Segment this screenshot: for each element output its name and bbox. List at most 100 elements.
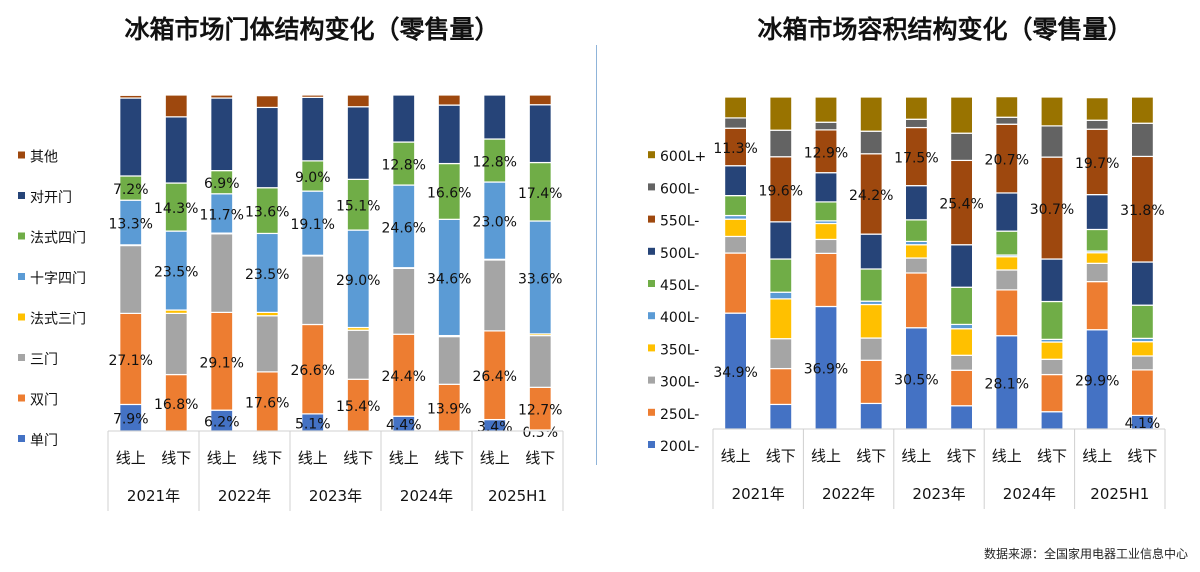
group-label: 2025H1 [1090, 485, 1149, 503]
volume-bar-segment [1040, 300, 1064, 340]
data-label: 4.4% [386, 418, 422, 434]
volume-bar-segment [723, 96, 748, 119]
door-bar-segment [164, 94, 188, 118]
legend-label: 250L- [660, 407, 699, 423]
volume-bar-segment [723, 235, 748, 254]
volume-bar-segment [1130, 122, 1155, 158]
volume-bar-segment [1085, 228, 1109, 252]
volume-bar-segment [949, 244, 974, 288]
legend-swatch [648, 215, 655, 223]
volume-bar-segment [1040, 258, 1064, 303]
volume-bar-segment [1085, 280, 1109, 331]
door-bar-segment [301, 96, 325, 162]
data-label: 13.3% [109, 217, 153, 233]
legend-swatch [18, 151, 25, 159]
volume-bar-segment [995, 192, 1019, 232]
data-label: 24.4% [382, 369, 426, 385]
data-label: 14.3% [154, 201, 198, 217]
volume-bar-segment [1040, 358, 1064, 376]
data-label: 19.6% [759, 183, 803, 199]
volume-bar-segment [814, 172, 838, 203]
volume-bar-segment [723, 117, 748, 129]
data-label: 15.1% [336, 199, 380, 215]
data-label: 34.9% [713, 365, 757, 381]
volume-bar-segment [995, 256, 1019, 271]
door-bar-segment [301, 94, 325, 98]
volume-bar-segment [723, 165, 748, 197]
data-label: 7.2% [113, 182, 149, 198]
data-label: 12.7% [518, 403, 562, 419]
data-label: 9.0% [295, 170, 331, 186]
door-bar-segment [119, 97, 143, 177]
data-label: 12.8% [473, 155, 517, 171]
data-label: 23.0% [473, 215, 517, 231]
volume-bar-segment [1130, 261, 1155, 306]
legend-label: 单门 [30, 433, 58, 449]
right-chart-title: 冰箱市场容积结构变化（零售量） [757, 15, 1133, 44]
legend-swatch [18, 435, 25, 442]
door-bar-segment [392, 267, 416, 335]
door-bar-segment [483, 94, 507, 140]
legend-swatch [648, 247, 655, 255]
data-label: 11.3% [713, 141, 757, 157]
group-label: 2022年 [822, 485, 875, 503]
volume-bar-segment [1040, 96, 1064, 127]
x-tick-label: 线下 [252, 449, 282, 467]
volume-bar-segment [814, 201, 838, 222]
door-bar-segment [528, 94, 552, 106]
x-tick-label: 线上 [389, 449, 419, 467]
volume-bar-segment [859, 337, 883, 361]
legend-swatch [648, 376, 655, 384]
group-label: 2022年 [218, 487, 271, 505]
volume-bar-segment [949, 405, 974, 430]
data-label: 30.7% [1030, 202, 1074, 218]
volume-bar-segment [949, 354, 974, 371]
data-label: 24.2% [849, 188, 893, 204]
data-label: 17.5% [894, 151, 938, 167]
data-label: 7.9% [113, 412, 149, 428]
volume-bar-segment [1085, 97, 1109, 121]
volume-bar-segment [1040, 125, 1064, 158]
legend-swatch [648, 312, 655, 320]
volume-bar-segment [1085, 194, 1109, 231]
group-label: 2024年 [1003, 485, 1056, 503]
data-label: 26.4% [473, 369, 517, 385]
volume-bar-segment [904, 272, 929, 329]
volume-bar-segment [1130, 304, 1155, 339]
source-note: 数据来源：全国家用电器工业信息中心 [983, 547, 1188, 561]
legend-label: 200L- [660, 439, 699, 455]
volume-bar-segment [995, 116, 1019, 125]
legend-label: 400L- [660, 310, 699, 326]
door-bar-segment [346, 329, 370, 380]
door-chart: 7.9% 27.1% 13.3% 7.2% 线上 16.8% 23.5% 14.3% 线下 6.2… [18, 94, 564, 511]
legend-swatch [18, 354, 25, 361]
volume-bar-segment [859, 268, 883, 302]
group-label: 2023年 [309, 487, 362, 505]
volume-bar-segment [1085, 252, 1109, 264]
volume-bar-segment [949, 369, 974, 407]
door-bar-segment [255, 106, 279, 189]
data-label: 17.4% [518, 186, 562, 202]
x-tick-label: 线下 [161, 449, 191, 467]
volume-bar-segment [1130, 369, 1155, 416]
volume-bar-segment [1130, 96, 1155, 124]
door-bar-segment [210, 233, 234, 313]
x-tick-label: 线上 [116, 449, 146, 467]
volume-bar-segment [1085, 119, 1109, 130]
legend-swatch [18, 232, 25, 240]
volume-bar-segment [814, 222, 838, 241]
data-label: 16.8% [154, 397, 198, 413]
volume-bar-segment [769, 221, 793, 260]
data-label: 24.6% [382, 220, 426, 236]
x-tick-label: 线上 [721, 447, 751, 465]
legend-label: 法式四门 [30, 231, 86, 247]
volume-bar-segment [949, 286, 974, 326]
legend-label: 法式三门 [30, 312, 86, 328]
volume-bar-segment [904, 96, 929, 120]
legend-label: 600L- [660, 181, 699, 197]
volume-chart: 34.9% 11.3% 线上 19.6% 线下 36.9% 12.9% 线上 24.2% 线下 30… [648, 96, 1166, 509]
volume-bar-segment [1040, 341, 1064, 360]
legend-swatch [18, 394, 25, 402]
legend-swatch [648, 441, 655, 448]
